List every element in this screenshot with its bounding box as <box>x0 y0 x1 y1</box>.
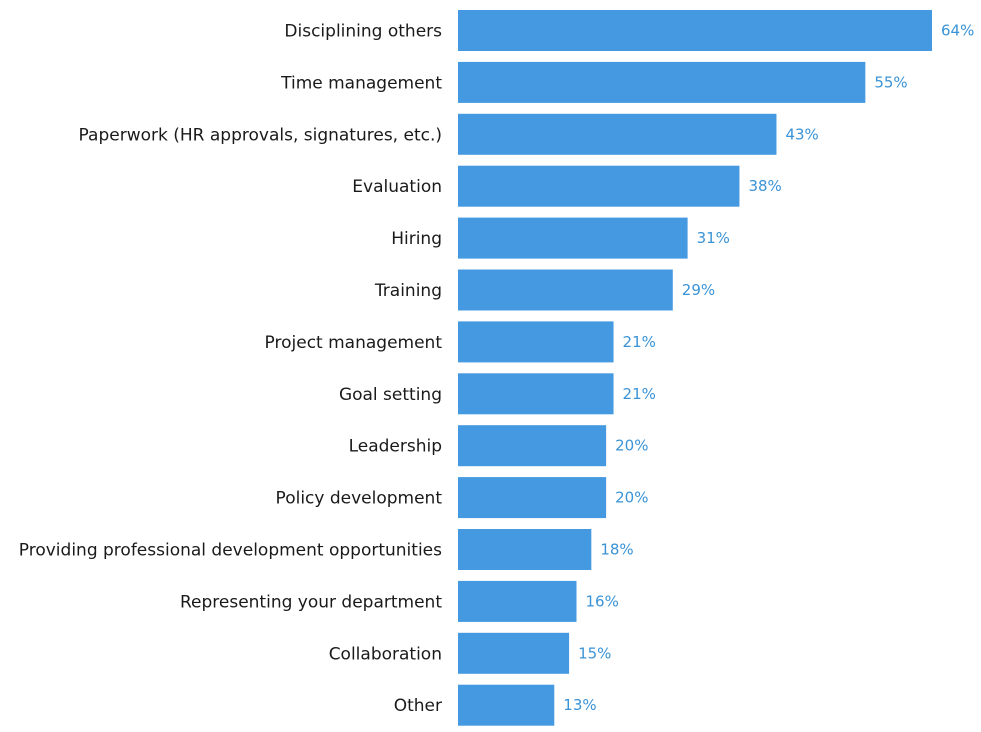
value-label: 21% <box>623 333 656 351</box>
category-label: Disciplining others <box>284 22 442 42</box>
bar <box>458 529 592 570</box>
value-label: 64% <box>941 22 974 40</box>
bar <box>458 373 614 415</box>
category-label: Hiring <box>391 229 442 249</box>
value-label: 20% <box>615 489 648 507</box>
bar <box>458 684 555 726</box>
category-label: Collaboration <box>329 644 442 664</box>
category-label: Training <box>374 281 442 301</box>
value-label: 55% <box>874 73 907 91</box>
value-label: 43% <box>785 125 818 143</box>
bar <box>458 10 932 51</box>
bar <box>458 61 866 103</box>
category-label: Leadership <box>349 437 442 457</box>
bar <box>458 632 570 674</box>
value-label: 18% <box>600 541 633 559</box>
category-label: Time management <box>280 73 442 93</box>
value-label: 21% <box>623 385 656 403</box>
bar <box>458 269 673 311</box>
value-label: 31% <box>697 229 730 247</box>
category-label: Representing your department <box>180 592 442 612</box>
value-label: 13% <box>563 696 596 714</box>
category-label: Goal setting <box>339 385 442 405</box>
category-label: Policy development <box>276 489 443 509</box>
bar <box>458 425 607 467</box>
category-label: Project management <box>265 333 443 353</box>
bar <box>458 321 614 363</box>
bar <box>458 477 607 519</box>
value-label: 15% <box>578 644 611 662</box>
bar <box>458 217 688 259</box>
bar <box>458 165 740 207</box>
value-label: 16% <box>586 592 619 610</box>
category-label: Providing professional development oppor… <box>19 541 442 561</box>
value-label: 20% <box>615 437 648 455</box>
category-label: Other <box>394 696 442 716</box>
bar <box>458 580 577 622</box>
bar <box>458 113 777 155</box>
value-label: 38% <box>748 177 781 195</box>
category-label: Paperwork (HR approvals, signatures, etc… <box>79 125 442 145</box>
value-label: 29% <box>682 281 715 299</box>
category-label: Evaluation <box>352 177 442 197</box>
